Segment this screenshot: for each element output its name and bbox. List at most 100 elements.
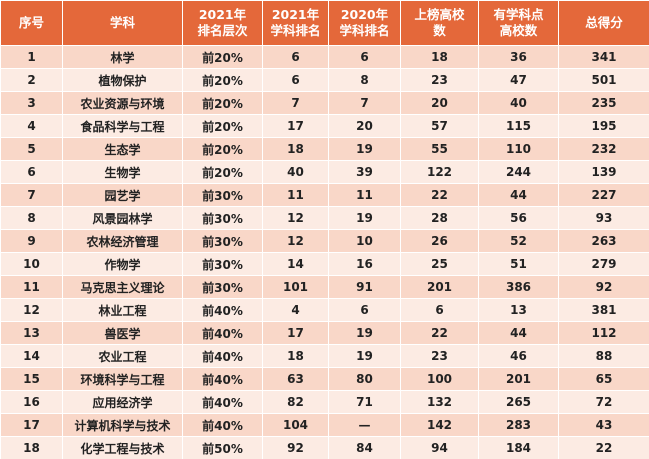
table-cell: 前40% bbox=[182, 390, 263, 414]
table-cell: 91 bbox=[328, 275, 401, 299]
table-cell: 22 bbox=[400, 183, 479, 207]
table-cell: 林业工程 bbox=[62, 298, 183, 322]
table-cell: 8 bbox=[328, 68, 401, 92]
table-cell: 72 bbox=[558, 390, 649, 414]
header-text: 排名层次 bbox=[197, 23, 248, 38]
table-cell: 39 bbox=[328, 160, 401, 184]
table-cell: 前40% bbox=[182, 298, 263, 322]
table-cell: 4 bbox=[0, 114, 63, 138]
table-cell: 14 bbox=[0, 344, 63, 368]
table-cell: 18 bbox=[262, 137, 329, 161]
table-row: 11 马克思主义理论 前30% 101 91 201 386 92 bbox=[0, 275, 649, 299]
header-text: 高校数 bbox=[499, 23, 538, 38]
header-cell: 2020年 学科排名 bbox=[328, 0, 401, 46]
table-cell: — bbox=[328, 413, 401, 437]
table-row: 15 环境科学与工程 前40% 63 80 100 201 65 bbox=[0, 367, 649, 391]
table-cell: 14 bbox=[262, 252, 329, 276]
table-cell: 前20% bbox=[182, 45, 263, 69]
table-cell: 7 bbox=[328, 91, 401, 115]
table-cell: 11 bbox=[328, 183, 401, 207]
table-cell: 386 bbox=[478, 275, 559, 299]
table-row: 7 园艺学 前30% 11 11 22 44 227 bbox=[0, 183, 649, 207]
table-cell: 23 bbox=[400, 68, 479, 92]
table-row: 9 农林经济管理 前30% 12 10 26 52 263 bbox=[0, 229, 649, 253]
table-cell: 前20% bbox=[182, 68, 263, 92]
table-cell: 前30% bbox=[182, 183, 263, 207]
header-cell: 序号 bbox=[0, 0, 63, 46]
table-cell: 前40% bbox=[182, 321, 263, 345]
header-text: 2021年 bbox=[271, 7, 320, 22]
table-cell: 园艺学 bbox=[62, 183, 183, 207]
table-cell: 244 bbox=[478, 160, 559, 184]
table-cell: 6 bbox=[400, 298, 479, 322]
table-cell: 17 bbox=[262, 321, 329, 345]
table-cell: 82 bbox=[262, 390, 329, 414]
table-cell: 112 bbox=[558, 321, 649, 345]
table-cell: 57 bbox=[400, 114, 479, 138]
table-cell: 63 bbox=[262, 367, 329, 391]
header-text: 学科 bbox=[109, 15, 135, 30]
table-cell: 26 bbox=[400, 229, 479, 253]
table-cell: 1 bbox=[0, 45, 63, 69]
table-cell: 16 bbox=[328, 252, 401, 276]
table-cell: 7 bbox=[262, 91, 329, 115]
table-cell: 47 bbox=[478, 68, 559, 92]
table-row: 5 生态学 前20% 18 19 55 110 232 bbox=[0, 137, 649, 161]
table-cell: 12 bbox=[262, 206, 329, 230]
table-cell: 农业工程 bbox=[62, 344, 183, 368]
table-cell: 13 bbox=[0, 321, 63, 345]
table-cell: 兽医学 bbox=[62, 321, 183, 345]
table-cell: 前40% bbox=[182, 367, 263, 391]
table-cell: 71 bbox=[328, 390, 401, 414]
table-cell: 风景园林学 bbox=[62, 206, 183, 230]
table-cell: 4 bbox=[262, 298, 329, 322]
table-row: 14 农业工程 前40% 18 19 23 46 88 bbox=[0, 344, 649, 368]
header-text: 总得分 bbox=[585, 15, 623, 30]
header-text: 2020年 bbox=[340, 7, 389, 22]
table-cell: 142 bbox=[400, 413, 479, 437]
table-cell: 3 bbox=[0, 91, 63, 115]
table-cell: 65 bbox=[558, 367, 649, 391]
table-row: 3 农业资源与环境 前20% 7 7 20 40 235 bbox=[0, 91, 649, 115]
table-cell: 227 bbox=[558, 183, 649, 207]
table-cell: 110 bbox=[478, 137, 559, 161]
table-body: 1 林学 前20% 6 6 18 36 341 2 植物保护 前20% 6 8 23 47 501 3 农业资源与… bbox=[0, 45, 649, 459]
table-cell: 265 bbox=[478, 390, 559, 414]
table-cell: 前40% bbox=[182, 413, 263, 437]
table-cell: 381 bbox=[558, 298, 649, 322]
table-cell: 184 bbox=[478, 436, 559, 459]
table-cell: 6 bbox=[262, 68, 329, 92]
table-cell: 15 bbox=[0, 367, 63, 391]
table-cell: 201 bbox=[400, 275, 479, 299]
table-cell: 92 bbox=[558, 275, 649, 299]
table-row: 18 化学工程与技术 前50% 92 84 94 184 22 bbox=[0, 436, 649, 459]
table-cell: 80 bbox=[328, 367, 401, 391]
table-cell: 18 bbox=[400, 45, 479, 69]
header-cell: 总得分 bbox=[558, 0, 649, 46]
table-cell: 11 bbox=[262, 183, 329, 207]
table-cell: 40 bbox=[478, 91, 559, 115]
table-cell: 6 bbox=[262, 45, 329, 69]
table-cell: 132 bbox=[400, 390, 479, 414]
table-cell: 100 bbox=[400, 367, 479, 391]
table-cell: 94 bbox=[400, 436, 479, 459]
header-cell: 有学科点 高校数 bbox=[478, 0, 559, 46]
table-cell: 23 bbox=[400, 344, 479, 368]
header-row: 序号 学科 2021年 排名层次 2021年 学科排名 2020年 学科排名 上榜高校数有学科点… bbox=[0, 0, 649, 46]
table-cell: 13 bbox=[478, 298, 559, 322]
table-cell: 前20% bbox=[182, 114, 263, 138]
table-row: 8 风景园林学 前30% 12 19 28 56 93 bbox=[0, 206, 649, 230]
table-cell: 应用经济学 bbox=[62, 390, 183, 414]
table-cell: 前50% bbox=[182, 436, 263, 459]
table-cell: 56 bbox=[478, 206, 559, 230]
table-cell: 22 bbox=[400, 321, 479, 345]
table-cell: 19 bbox=[328, 206, 401, 230]
table-cell: 18 bbox=[262, 344, 329, 368]
table-row: 1 林学 前20% 6 6 18 36 341 bbox=[0, 45, 649, 69]
table-cell: 植物保护 bbox=[62, 68, 183, 92]
header-text: 数 bbox=[433, 23, 446, 38]
table-cell: 195 bbox=[558, 114, 649, 138]
table-row: 12 林业工程 前40% 4 6 6 13 381 bbox=[0, 298, 649, 322]
table-cell: 104 bbox=[262, 413, 329, 437]
table-cell: 84 bbox=[328, 436, 401, 459]
